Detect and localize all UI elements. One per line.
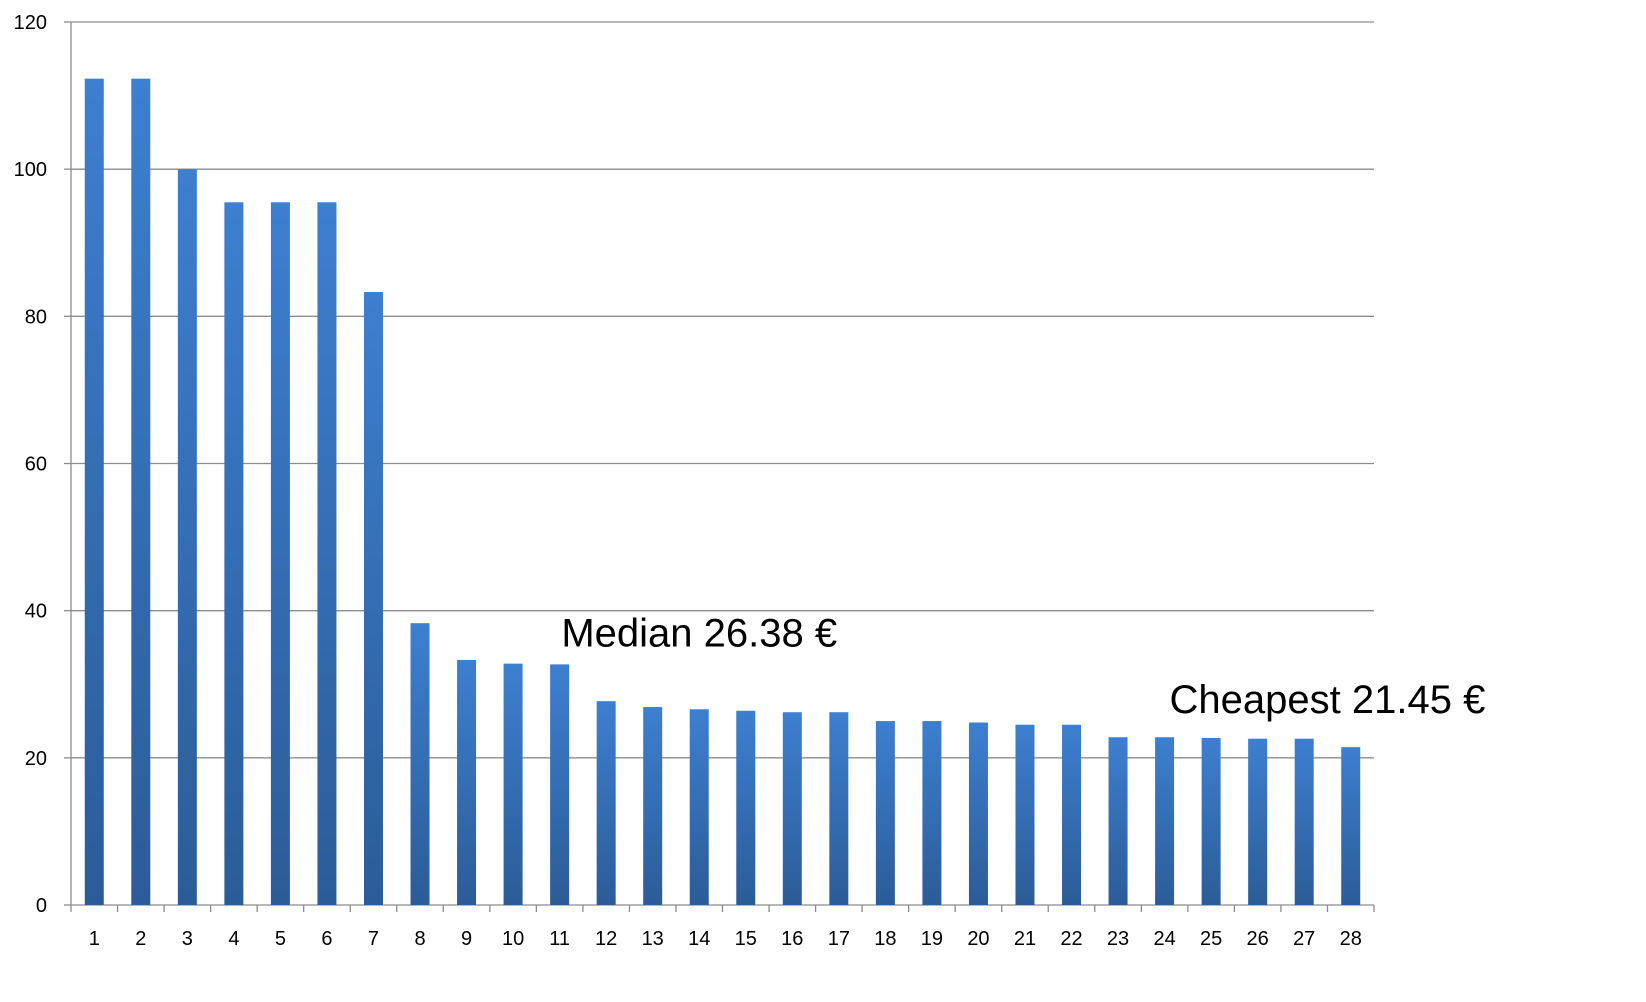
bar-23 xyxy=(1108,737,1128,905)
bar-11 xyxy=(550,664,570,905)
bar-22 xyxy=(1062,724,1082,905)
bar-2 xyxy=(131,78,151,905)
x-tick-label: 13 xyxy=(642,928,664,950)
bar-21 xyxy=(1015,724,1035,905)
x-tick-label: 4 xyxy=(228,928,239,950)
bar-7 xyxy=(363,292,383,905)
bar-1 xyxy=(84,78,104,905)
bar-3 xyxy=(177,169,197,905)
bar-6 xyxy=(317,202,337,905)
x-tick-label: 7 xyxy=(368,928,379,950)
bar-14 xyxy=(689,709,709,905)
x-tick-label: 12 xyxy=(595,928,617,950)
bar-4 xyxy=(224,202,244,905)
x-tick-label: 22 xyxy=(1060,928,1082,950)
x-tick-label: 16 xyxy=(781,928,803,950)
x-tick-label: 5 xyxy=(275,928,286,950)
x-tick-label: 1 xyxy=(89,928,100,950)
cheapest-annotation: Cheapest 21.45 € xyxy=(1170,678,1486,722)
bar-26 xyxy=(1248,738,1268,905)
x-tick-label: 17 xyxy=(828,928,850,950)
axes xyxy=(64,21,1375,912)
x-tick-label: 3 xyxy=(182,928,193,950)
median-annotation: Median 26.38 € xyxy=(561,612,837,656)
y-tick-label: 20 xyxy=(25,748,47,770)
bar-27 xyxy=(1294,738,1314,905)
bar-10 xyxy=(503,663,523,905)
x-tick-label: 15 xyxy=(735,928,757,950)
x-tick-label: 9 xyxy=(461,928,472,950)
x-tick-label: 26 xyxy=(1247,928,1269,950)
x-tick-label: 20 xyxy=(967,928,989,950)
x-tick-label: 8 xyxy=(414,928,425,950)
bar-19 xyxy=(922,721,942,905)
bar-25 xyxy=(1201,737,1221,905)
x-tick-label: 24 xyxy=(1153,928,1175,950)
x-tick-label: 19 xyxy=(921,928,943,950)
bar-18 xyxy=(875,721,895,905)
bar-8 xyxy=(410,623,430,905)
x-tick-label: 11 xyxy=(549,928,570,950)
bar-16 xyxy=(782,712,802,905)
x-tick-label: 21 xyxy=(1014,928,1036,950)
bar-5 xyxy=(270,202,290,905)
x-tick-label: 10 xyxy=(502,928,524,950)
bar-12 xyxy=(596,701,616,905)
x-tick-label: 23 xyxy=(1107,928,1129,950)
bar-17 xyxy=(829,712,849,905)
bar-20 xyxy=(968,722,988,905)
bar-24 xyxy=(1155,737,1175,905)
x-tick-label: 25 xyxy=(1200,928,1222,950)
x-tick-label: 18 xyxy=(874,928,896,950)
x-tick-label: 14 xyxy=(688,928,710,950)
bar-15 xyxy=(736,710,756,905)
x-tick-label: 2 xyxy=(135,928,146,950)
x-tick-label: 6 xyxy=(321,928,332,950)
x-tick-label: 27 xyxy=(1293,928,1315,950)
bar-28 xyxy=(1341,747,1361,905)
y-tick-label: 60 xyxy=(25,454,47,476)
bars xyxy=(84,78,1361,905)
y-tick-label: 0 xyxy=(36,895,47,917)
annotations: Median 26.38 € Cheapest 21.45 € xyxy=(561,612,1485,722)
bar-9 xyxy=(457,659,477,905)
y-tick-label: 40 xyxy=(25,601,47,623)
y-tick-label: 100 xyxy=(14,159,47,181)
x-tick-label: 28 xyxy=(1340,928,1362,950)
y-tick-label: 80 xyxy=(25,306,47,328)
bar-13 xyxy=(643,707,663,905)
y-tick-label: 120 xyxy=(14,12,47,34)
